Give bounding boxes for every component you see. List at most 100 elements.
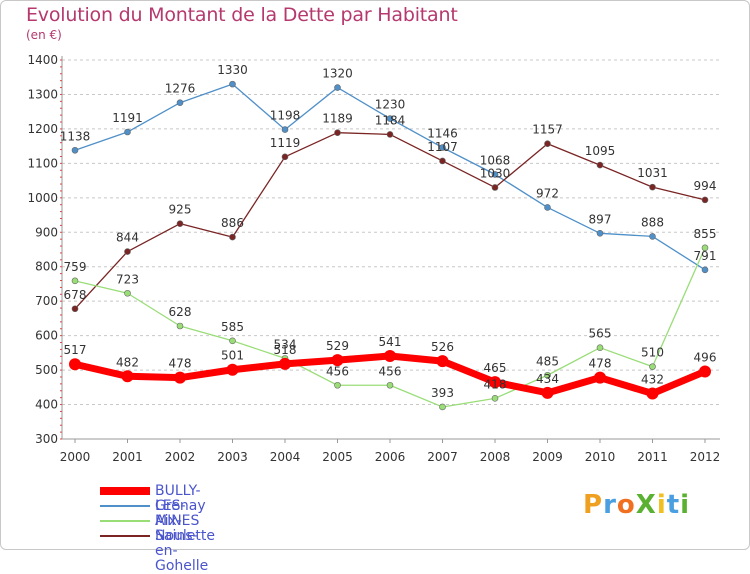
data-point <box>176 322 184 330</box>
x-tick-label: 2002 <box>165 450 196 464</box>
data-label: 1030 <box>480 166 511 180</box>
data-label: 565 <box>589 327 612 341</box>
data-point <box>439 157 446 165</box>
data-label: 1119 <box>270 136 301 150</box>
data-point <box>594 371 606 384</box>
data-label: 1230 <box>375 98 406 112</box>
data-label: 482 <box>116 355 139 369</box>
logo-letter: X <box>635 490 657 520</box>
data-label: 723 <box>116 272 139 286</box>
logo-letter: i <box>680 490 691 520</box>
data-point <box>596 161 604 169</box>
data-label: 418 <box>484 377 507 391</box>
data-point <box>281 153 289 161</box>
data-point <box>701 266 709 274</box>
data-label: 529 <box>326 339 349 353</box>
data-label: 791 <box>694 249 717 263</box>
data-label: 844 <box>116 231 139 245</box>
data-label: 541 <box>379 335 402 349</box>
data-label: 1330 <box>217 63 248 77</box>
series-line <box>74 83 706 271</box>
data-point <box>544 140 551 148</box>
data-label: 393 <box>431 386 454 400</box>
data-point <box>491 184 499 191</box>
data-label: 432 <box>641 373 664 387</box>
data-label: 628 <box>169 305 192 319</box>
data-point <box>334 84 341 91</box>
y-tick-label: 900 <box>35 225 58 239</box>
x-tick-label: 2011 <box>637 450 668 464</box>
data-point <box>649 233 656 240</box>
y-tick-label: 1300 <box>27 87 58 101</box>
data-point <box>386 131 394 138</box>
data-point <box>334 381 341 389</box>
y-tick-label: 600 <box>35 329 58 343</box>
data-label: 478 <box>169 357 192 371</box>
data-label: 485 <box>536 354 559 368</box>
data-label: 925 <box>169 203 192 217</box>
y-tick-label: 400 <box>35 398 58 412</box>
data-point <box>226 363 239 376</box>
data-label: 1068 <box>480 153 511 167</box>
legend-label: Sains-en-Gohelle <box>155 528 209 574</box>
data-label: 1031 <box>637 166 668 180</box>
data-point <box>491 171 499 178</box>
data-label: 434 <box>536 372 559 386</box>
data-point <box>649 183 656 191</box>
data-point <box>124 128 131 136</box>
x-tick-label: 2007 <box>427 450 458 464</box>
data-point <box>596 230 604 237</box>
logo-letter: t <box>666 490 681 520</box>
legend-swatch <box>100 535 150 537</box>
data-label: 972 <box>536 186 559 200</box>
x-tick-label: 2004 <box>270 450 301 464</box>
data-label: 517 <box>64 343 87 357</box>
data-point <box>71 277 79 285</box>
data-point <box>334 129 341 136</box>
line-chart: 300 400 500 600 700 800 900 1000 1100 1200 1300 140… <box>27 53 720 464</box>
y-tick-label: 500 <box>35 363 58 377</box>
data-point <box>124 248 131 255</box>
data-label: 456 <box>379 364 402 378</box>
data-label: 518 <box>274 343 297 357</box>
x-tick-label: 2009 <box>532 450 563 464</box>
y-tick-label: 1200 <box>27 122 58 136</box>
y-tick-label: 300 <box>35 432 58 446</box>
legend-swatch <box>100 520 150 522</box>
data-label: 585 <box>221 320 244 334</box>
data-point <box>439 144 446 151</box>
legend-label: Grenay <box>155 498 206 514</box>
y-tick-label: 800 <box>35 260 58 274</box>
data-label: 1276 <box>165 82 196 96</box>
data-point <box>174 371 186 384</box>
data-label: 534 <box>274 337 297 351</box>
data-label: 1157 <box>532 123 563 137</box>
data-point <box>384 349 396 362</box>
chart-subtitle: (en €) <box>26 28 62 42</box>
data-point <box>386 115 394 122</box>
data-point <box>701 196 709 204</box>
legend-swatch <box>100 487 150 495</box>
data-label: 465 <box>484 361 507 375</box>
logo-letter: P <box>583 490 604 520</box>
y-tick-label: 1100 <box>27 156 58 170</box>
data-point <box>544 204 551 211</box>
data-point <box>491 395 499 402</box>
x-tick-label: 2001 <box>112 450 143 464</box>
data-label: 1107 <box>427 140 458 154</box>
data-label: 1189 <box>322 112 353 126</box>
data-point <box>121 370 134 383</box>
data-label: 501 <box>221 349 244 363</box>
data-point <box>229 233 236 241</box>
data-label: 1198 <box>270 109 301 123</box>
x-tick-label: 2000 <box>60 450 91 464</box>
x-tick-label: 2003 <box>217 450 248 464</box>
data-point <box>229 337 236 345</box>
data-label: 886 <box>221 216 244 230</box>
chart-frame <box>0 0 750 550</box>
data-label: 855 <box>694 227 717 241</box>
data-label: 1146 <box>427 127 458 141</box>
data-point <box>649 363 656 370</box>
data-label: 510 <box>641 346 664 360</box>
data-label: 496 <box>694 350 717 364</box>
